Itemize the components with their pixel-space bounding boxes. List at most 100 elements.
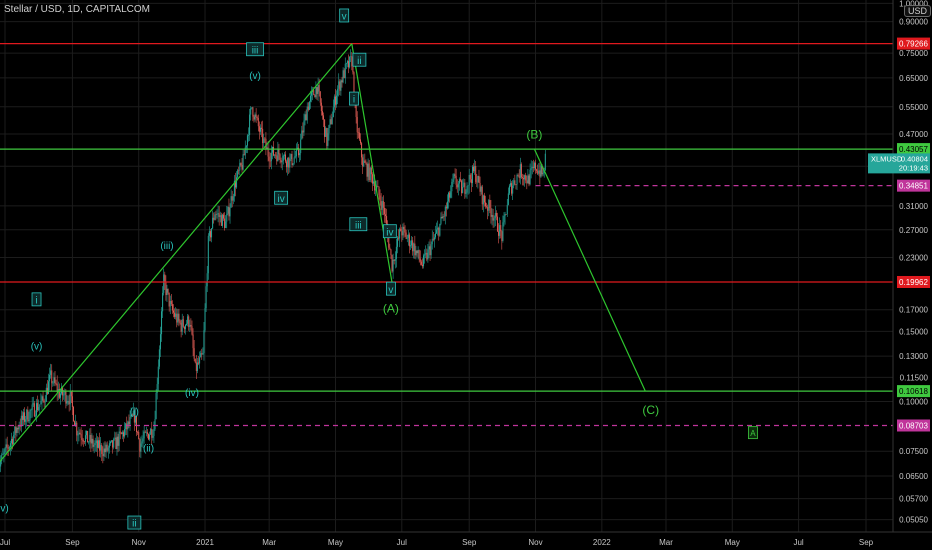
candle-body <box>511 183 513 194</box>
candle-body <box>75 422 77 426</box>
candle-body <box>181 319 183 332</box>
candle-body <box>483 195 485 203</box>
candle-body <box>482 195 484 205</box>
candle-body <box>376 186 378 189</box>
candle-body <box>180 322 182 332</box>
candle-body <box>394 258 396 261</box>
candle-body <box>295 149 297 157</box>
x-tick-label: May <box>725 538 740 547</box>
candle-body <box>396 237 398 247</box>
time-axis[interactable] <box>0 532 932 550</box>
candle-body <box>178 313 180 321</box>
alert-marker-box <box>748 426 758 440</box>
candle-body <box>119 431 121 433</box>
candle-body <box>170 300 172 305</box>
candle-body <box>402 226 404 236</box>
candle-body <box>533 162 535 168</box>
price-tag <box>897 385 930 398</box>
candle-body <box>437 227 439 230</box>
candle-body <box>348 61 350 68</box>
candle-body <box>473 166 475 172</box>
candle-body <box>306 106 308 121</box>
candle-body <box>61 387 63 394</box>
candle-body <box>145 432 147 433</box>
candle-body <box>280 160 282 163</box>
y-tick-label: 0.75000 <box>899 49 928 58</box>
candle-body <box>443 216 445 217</box>
trend-lines[interactable] <box>0 43 646 465</box>
price-axis[interactable] <box>893 0 932 532</box>
candle-body <box>163 274 165 293</box>
candle-body <box>544 153 546 171</box>
candle-body <box>28 420 30 422</box>
candle-body <box>109 441 111 444</box>
candle-body <box>427 249 429 260</box>
candle-body <box>44 401 46 403</box>
last-price-tag <box>868 153 930 174</box>
candle-body <box>305 114 307 121</box>
x-tick-label: Sep <box>859 538 874 547</box>
candle-body <box>16 427 18 433</box>
candle-body <box>92 438 94 447</box>
candle-body <box>451 181 453 192</box>
candle-body <box>114 437 116 440</box>
candle-body <box>366 163 368 177</box>
candle-body <box>514 180 516 185</box>
candle-body <box>56 383 58 393</box>
candle-body <box>439 223 441 236</box>
candle-body <box>333 96 335 108</box>
trend-line <box>0 43 353 463</box>
candle-body <box>364 160 366 163</box>
candle-body <box>413 243 415 252</box>
candle-body <box>329 119 331 126</box>
candle-body <box>294 156 296 158</box>
candle-body <box>521 177 523 179</box>
candle-body <box>275 154 277 156</box>
candle-body <box>273 147 275 156</box>
candle-body <box>124 429 126 437</box>
candle-body <box>156 384 158 393</box>
y-tick-label: 0.05700 <box>899 495 928 504</box>
candle-body <box>481 186 483 205</box>
candle-body <box>468 174 470 186</box>
wave-label-box <box>274 190 289 205</box>
candle-body <box>238 170 240 171</box>
currency-button[interactable]: USD <box>904 5 932 17</box>
wave-label: (iv) <box>185 388 199 399</box>
candle-body <box>489 200 491 208</box>
wave-label: iv <box>386 227 393 238</box>
candle-body <box>76 422 78 436</box>
candle-body <box>340 80 342 91</box>
candle-body <box>104 448 106 453</box>
candle-body <box>5 444 7 449</box>
candle-body <box>266 147 268 149</box>
candle-body <box>326 127 328 146</box>
candle-body <box>393 259 395 261</box>
wave-label: (A) <box>383 302 399 316</box>
candle-body <box>155 392 157 420</box>
y-tick-label: 0.27000 <box>899 226 928 235</box>
wave-label-box <box>31 292 42 307</box>
wave-label-box <box>382 224 397 239</box>
candle-body <box>312 90 314 93</box>
candle-body <box>103 448 105 457</box>
candle-body <box>118 431 120 446</box>
y-tick-label: 0.05050 <box>899 516 928 525</box>
y-tick-label: 0.06500 <box>899 472 928 481</box>
candle-body <box>296 147 298 150</box>
candle-body <box>202 353 204 355</box>
price-tag-label: 0.79266 <box>899 40 928 49</box>
candle-body <box>27 409 29 422</box>
candle-body <box>258 126 260 132</box>
candle-body <box>386 216 388 224</box>
candle-body <box>315 87 317 98</box>
candle-body <box>224 218 226 228</box>
candle-body <box>308 101 310 110</box>
candle-body <box>175 313 177 317</box>
candle-body <box>2 454 4 455</box>
x-tick-label: Jul <box>793 538 803 547</box>
candle-body <box>532 166 534 168</box>
candle-body <box>462 186 464 194</box>
candle-body <box>458 179 460 184</box>
